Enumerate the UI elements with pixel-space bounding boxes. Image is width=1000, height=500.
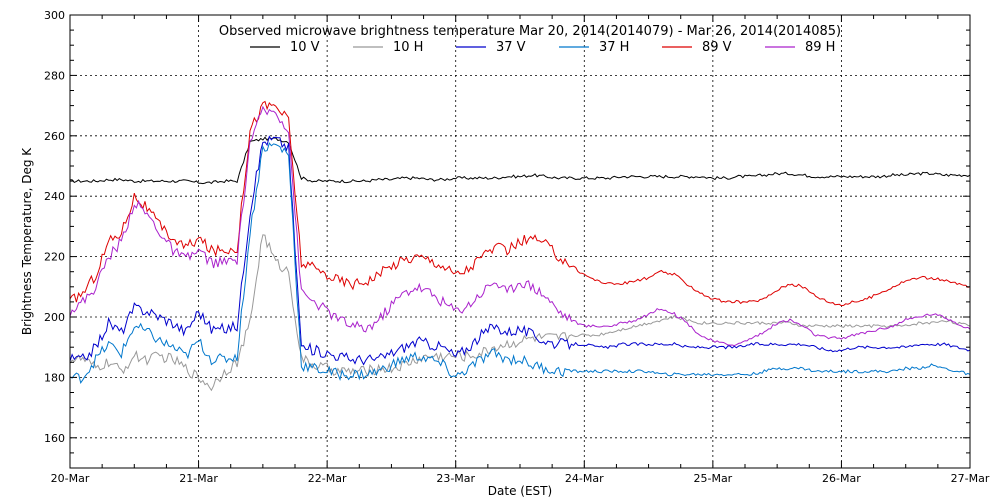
x-tick-label-4: 24-Mar bbox=[565, 472, 604, 485]
x-tick-label-0: 20-Mar bbox=[51, 472, 90, 485]
x-tick-label-3: 23-Mar bbox=[436, 472, 475, 485]
x-tick-label-7: 27-Mar bbox=[951, 472, 990, 485]
series-line-10-h bbox=[69, 234, 971, 392]
legend-label-2: 37 V bbox=[496, 40, 526, 55]
x-axis-title: Date (EST) bbox=[488, 484, 552, 498]
y-tick-label-5: 260 bbox=[44, 130, 65, 143]
legend-label-1: 10 H bbox=[393, 40, 423, 55]
y-axis-title: Brightness Temperature, Deg K bbox=[20, 147, 34, 335]
axis-ticks: 20-Mar 21-Mar 22-Mar 23-Mar 24-Mar 25-Mar 26-M… bbox=[44, 9, 990, 485]
series-line-89-h bbox=[69, 105, 971, 347]
chart-title: Observed microwave brightness temperatur… bbox=[219, 24, 841, 39]
legend: 10 V 10 H 37 V 37 H 89 V 89 H bbox=[250, 40, 835, 55]
x-tick-label-1: 21-Mar bbox=[179, 472, 218, 485]
legend-label-4: 89 V bbox=[702, 40, 732, 55]
y-tick-label-1: 180 bbox=[44, 371, 65, 384]
series-line-89-v bbox=[69, 100, 971, 307]
x-tick-label-2: 22-Mar bbox=[308, 472, 347, 485]
y-tick-label-7: 300 bbox=[44, 9, 65, 22]
y-tick-label-0: 160 bbox=[44, 432, 65, 445]
legend-label-0: 10 V bbox=[290, 40, 320, 55]
x-tick-label-5: 25-Mar bbox=[693, 472, 732, 485]
y-tick-label-2: 200 bbox=[44, 311, 65, 324]
y-tick-label-3: 220 bbox=[44, 251, 65, 264]
y-tick-label-6: 280 bbox=[44, 69, 65, 82]
y-tick-label-4: 240 bbox=[44, 190, 65, 203]
series-lines bbox=[69, 100, 971, 392]
legend-label-3: 37 H bbox=[599, 40, 629, 55]
series-line-37-v bbox=[69, 135, 971, 366]
legend-label-5: 89 H bbox=[805, 40, 835, 55]
series-line-37-h bbox=[69, 142, 971, 384]
series-line-10-v bbox=[69, 136, 971, 185]
x-tick-label-6: 26-Mar bbox=[822, 472, 861, 485]
